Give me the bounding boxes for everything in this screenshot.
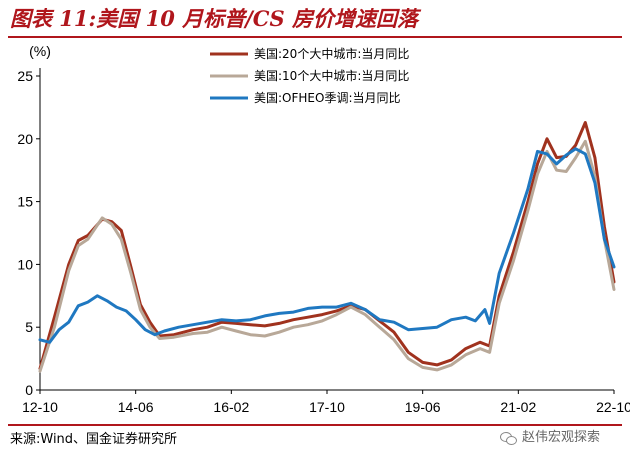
source-note: 来源:Wind、国金证券研究所 xyxy=(10,432,178,447)
x-tick-label: 22-10 xyxy=(596,399,630,415)
watermark: 赵伟宏观探索 xyxy=(500,428,600,448)
axes: (%) 0 5 10 15 20 25 12-10 14-06 16-02 17-10 19-06 21… xyxy=(17,43,630,415)
y-tick-label: 25 xyxy=(17,68,33,84)
footer-divider xyxy=(8,424,622,426)
y-tick-label: 15 xyxy=(17,194,33,210)
legend-label-1: 美国:20个大中城市:当月同比 xyxy=(254,46,409,61)
x-tick-label: 17-10 xyxy=(309,399,345,415)
page-title: 图表 11:美国 10 月标普/CS 房价增速回落 xyxy=(10,6,418,31)
x-tick-label: 19-06 xyxy=(405,399,441,415)
y-tick-label: 0 xyxy=(25,382,33,398)
y-tick-label: 5 xyxy=(25,319,33,335)
wechat-icon xyxy=(500,431,518,445)
x-tick-label: 16-02 xyxy=(213,399,249,415)
x-tick-label: 21-02 xyxy=(500,399,536,415)
x-tick-label: 14-06 xyxy=(118,399,154,415)
legend-label-3: 美国:OFHEO季调:当月同比 xyxy=(254,91,401,105)
series-lines xyxy=(38,121,616,373)
y-tick-label: 10 xyxy=(17,256,33,272)
legend: 美国:20个大中城市:当月同比美国:10个大中城市:当月同比美国:OFHEO季调… xyxy=(210,46,409,105)
series-line-3 xyxy=(38,147,616,344)
series-line-1 xyxy=(38,121,616,371)
y-tick-label: 20 xyxy=(17,131,33,147)
title-divider xyxy=(8,36,622,38)
watermark-label: 赵伟宏观探索 xyxy=(522,430,601,445)
y-axis-label: (%) xyxy=(29,43,51,59)
legend-label-2: 美国:10个大中城市:当月同比 xyxy=(254,68,409,83)
series-line-2 xyxy=(38,139,616,373)
x-tick-label: 12-10 xyxy=(22,399,58,415)
